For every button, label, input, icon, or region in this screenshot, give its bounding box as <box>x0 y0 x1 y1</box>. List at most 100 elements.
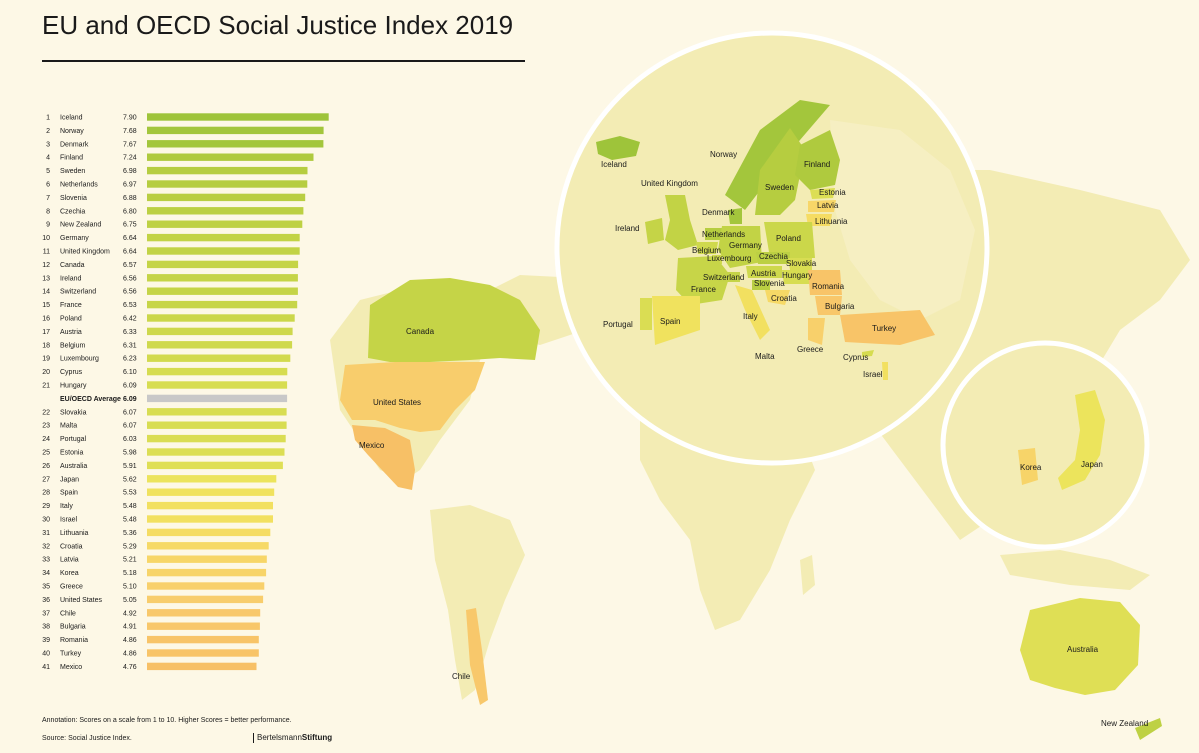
rank-label: 4 <box>46 155 50 162</box>
value-label: 5.53 <box>123 490 137 497</box>
brand-name: Bertelsmann <box>257 733 302 742</box>
map-label: Czechia <box>759 252 788 261</box>
bar-row: 18 Belgium 6.31 <box>42 341 293 349</box>
rank-label: 28 <box>42 490 50 497</box>
map-label: Italy <box>743 312 758 321</box>
country-label: Austria <box>60 329 82 336</box>
value-label: 6.64 <box>123 235 137 242</box>
map-label: Korea <box>1020 463 1042 472</box>
bar-row: 17 Austria 6.33 <box>42 327 293 336</box>
map-label: Denmark <box>702 208 735 217</box>
map-label: Greece <box>797 345 824 354</box>
annotation: Annotation: Scores on a scale from 1 to … <box>42 717 292 724</box>
bar <box>147 609 261 617</box>
country-label: Czechia <box>60 208 85 215</box>
country-label: France <box>60 302 82 309</box>
bar-row: 19 Luxembourg 6.23 <box>42 354 291 363</box>
rank-label: 32 <box>42 543 50 550</box>
bar-row: 10 Germany 6.64 <box>42 233 300 242</box>
rank-label: 40 <box>42 651 50 658</box>
map-label: Hungary <box>782 271 812 280</box>
bar <box>147 421 287 429</box>
bar-row: 36 United States 5.05 <box>42 595 264 604</box>
ireland-shape <box>645 218 664 244</box>
value-label: 6.07 <box>123 409 137 416</box>
rank-label: 8 <box>46 208 50 215</box>
value-label: 7.24 <box>123 155 137 162</box>
bar <box>147 207 304 215</box>
map-label: Mexico <box>359 441 385 450</box>
bar <box>147 461 283 470</box>
brand-logo: BertelsmannStiftung <box>253 733 332 743</box>
value-label: 6.23 <box>123 356 137 363</box>
rank-label: 18 <box>42 342 50 349</box>
bar <box>147 542 269 550</box>
source-note: Source: Social Justice Index. <box>42 735 132 742</box>
value-label: 6.31 <box>123 342 137 349</box>
rank-label: 2 <box>46 128 50 135</box>
rank-label: 1 <box>46 115 50 122</box>
rank-label: 17 <box>42 329 50 336</box>
bar <box>147 300 298 309</box>
bar <box>147 193 306 202</box>
bar <box>147 113 329 121</box>
title-divider <box>42 60 525 62</box>
bar-row: 31 Lithuania 5.36 <box>42 528 271 537</box>
bar-row: 28 Spain 5.53 <box>42 488 275 497</box>
bar-row: 8 Czechia 6.80 <box>46 207 304 215</box>
bar-row: 21 Hungary 6.09 <box>42 381 288 390</box>
average-row: EU/OECD Average 6.09 <box>60 394 288 403</box>
bar-row: 35 Greece 5.10 <box>42 582 265 591</box>
bar <box>147 649 259 657</box>
bar-row: 3 Denmark 7.67 <box>46 140 324 148</box>
denmark-shape <box>728 208 742 224</box>
country-label: Luxembourg <box>60 356 99 363</box>
rank-label: 25 <box>42 450 50 457</box>
bar <box>147 327 293 336</box>
value-label: 5.91 <box>123 463 137 470</box>
asia-inset-circle <box>940 340 1150 550</box>
croatia-shape <box>765 290 790 305</box>
bar <box>147 367 288 376</box>
bar-row: 30 Israel 5.48 <box>42 515 273 524</box>
country-label: Chile <box>60 610 76 617</box>
rank-label: 31 <box>42 530 50 537</box>
bar-row: 38 Bulgaria 4.91 <box>42 622 260 631</box>
rank-label: 13 <box>42 275 50 282</box>
bar <box>147 622 260 630</box>
value-label: 6.98 <box>123 168 137 175</box>
rank-label: 36 <box>42 597 50 604</box>
country-label: Estonia <box>60 450 83 457</box>
map-label: Luxembourg <box>707 254 751 263</box>
new-zealand-shape <box>1135 718 1162 740</box>
country-label: Australia <box>60 463 87 470</box>
slovenia-shape <box>752 280 770 290</box>
rank-label: 33 <box>42 557 50 564</box>
germany-shape <box>718 226 762 268</box>
value-label: 6.56 <box>123 289 137 296</box>
rank-label: 5 <box>46 168 50 175</box>
greece-shape <box>808 318 825 345</box>
map-label: Japan <box>1081 460 1103 469</box>
lithuania-shape <box>806 214 832 226</box>
country-label: Turkey <box>60 651 82 658</box>
bar-row: 26 Australia 5.91 <box>42 461 283 470</box>
bar <box>147 233 300 242</box>
rank-label: 24 <box>42 436 50 443</box>
switzerland-shape <box>718 272 740 282</box>
bar-row: 25 Estonia 5.98 <box>42 448 285 457</box>
country-label: New Zealand <box>60 222 101 229</box>
bar-chart: 1 Iceland 7.90 2 Norway 7.68 3 Denmark 7.67 4 Finl… <box>42 113 329 671</box>
bar <box>147 166 308 175</box>
value-label: 5.98 <box>123 450 137 457</box>
bar <box>147 247 300 255</box>
slovakia-shape <box>788 258 812 270</box>
map-label: Romania <box>812 282 845 291</box>
rank-label: 34 <box>42 570 50 577</box>
country-label: Italy <box>60 503 73 510</box>
map-label: Canada <box>406 327 435 336</box>
map-label: Belgium <box>692 246 721 255</box>
country-label: Lithuania <box>60 530 89 537</box>
bar-row: 39 Romania 4.86 <box>42 635 259 644</box>
